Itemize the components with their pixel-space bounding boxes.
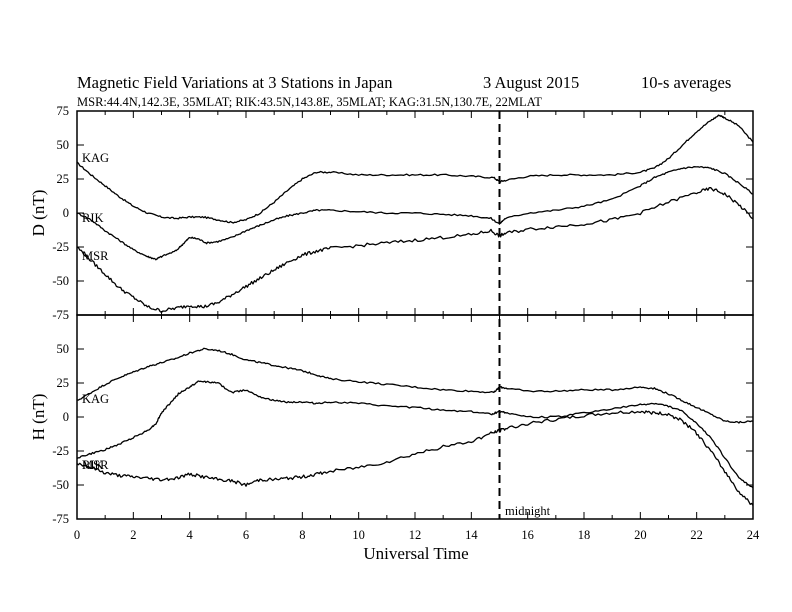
x-tick-label: 18 xyxy=(578,528,591,542)
x-tick-label: 24 xyxy=(747,528,760,542)
bottom-series-rik xyxy=(76,380,754,489)
x-tick-label: 20 xyxy=(634,528,647,542)
bottom-label-kag: KAG xyxy=(82,392,109,406)
chart-averaging: 10-s averages xyxy=(641,73,731,92)
chart-title: Magnetic Field Variations at 3 Stations … xyxy=(77,73,392,92)
top-series-rik xyxy=(76,166,754,261)
bottom-y-tick-label: 50 xyxy=(57,342,70,356)
top-y-tick-label: 25 xyxy=(57,172,70,186)
d-component-panel: -75 -50 -25 0 25 50 75 KAG RIK MSR xyxy=(52,104,754,322)
x-tick-label: 8 xyxy=(299,528,305,542)
station-info: MSR:44.4N,142.3E, 35MLAT; RIK:43.5N,143.… xyxy=(77,95,542,109)
top-y-tick-label: -75 xyxy=(52,308,69,322)
top-y-tick-label: 75 xyxy=(57,104,70,118)
bottom-y-tick-label: 25 xyxy=(57,376,70,390)
top-y-axis-label: D (nT) xyxy=(29,190,48,237)
bottom-y-tick-label: -25 xyxy=(52,444,69,458)
bottom-series-kag xyxy=(76,347,754,424)
x-tick-label: 10 xyxy=(352,528,365,542)
x-tick-label: 14 xyxy=(465,528,478,542)
x-tick-label: 22 xyxy=(690,528,703,542)
top-label-msr: MSR xyxy=(82,249,109,263)
bottom-y-axis-label: H (nT) xyxy=(29,394,48,441)
top-label-rik: RIK xyxy=(82,211,104,225)
top-series-kag xyxy=(76,114,754,224)
x-tick-label: 0 xyxy=(74,528,80,542)
x-tick-label: 2 xyxy=(130,528,136,542)
bottom-y-tick-label: 0 xyxy=(63,410,69,424)
x-tick-label: 4 xyxy=(187,528,194,542)
bottom-y-tick-label: -50 xyxy=(52,478,69,492)
top-series-msr xyxy=(76,186,754,314)
x-axis-label: Universal Time xyxy=(363,544,468,563)
top-y-tick-label: 50 xyxy=(57,138,70,152)
bottom-label-msr: MSR xyxy=(82,458,109,472)
bottom-panel-frame xyxy=(76,314,754,520)
chart-date: 3 August 2015 xyxy=(483,73,579,92)
top-y-tick-label: -50 xyxy=(52,274,69,288)
bottom-series-msr xyxy=(76,410,754,506)
midnight-annotation: midnight xyxy=(505,504,551,518)
bottom-y-tick-label: -75 xyxy=(52,512,69,526)
x-tick-label: 12 xyxy=(409,528,422,542)
x-tick-label: 6 xyxy=(243,528,249,542)
top-label-kag: KAG xyxy=(82,151,109,165)
top-y-tick-label: -25 xyxy=(52,240,69,254)
x-tick-label: 16 xyxy=(521,528,534,542)
top-y-tick-label: 0 xyxy=(63,206,69,220)
